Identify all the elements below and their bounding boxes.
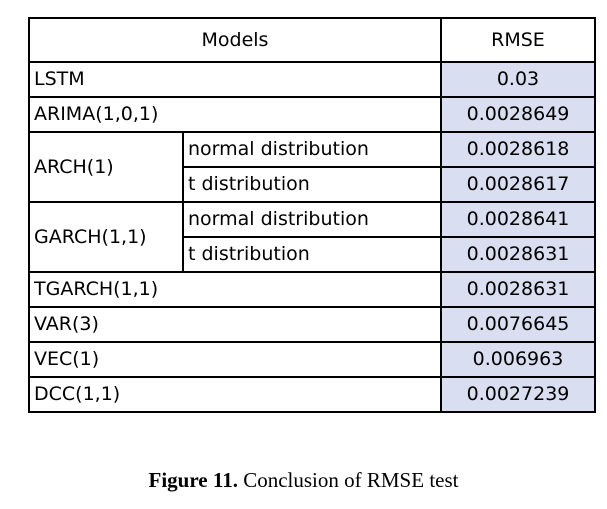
figure-caption-text: Conclusion of RMSE test xyxy=(237,468,459,492)
models-header: Models xyxy=(28,17,442,63)
table-row: t distribution 0.0028617 xyxy=(29,166,596,203)
table-row: ARCH(1) normal distribution 0.0028618 xyxy=(28,131,596,203)
table-row: VAR(3) 0.0076645 xyxy=(28,306,596,343)
variant-cell: normal distribution xyxy=(182,201,442,238)
table-row: t distribution 0.0028631 xyxy=(29,236,596,273)
table-row: TGARCH(1,1) 0.0028631 xyxy=(28,271,596,308)
rmse-cell: 0.0028649 xyxy=(440,96,596,133)
model-cell: TGARCH(1,1) xyxy=(28,271,442,308)
rmse-cell: 0.0076645 xyxy=(440,306,596,343)
table-row: DCC(1,1) 0.0027239 xyxy=(28,376,596,413)
model-cell: VEC(1) xyxy=(28,341,442,378)
table-row: VEC(1) 0.006963 xyxy=(28,341,596,378)
variant-cell: normal distribution xyxy=(182,131,442,168)
rmse-cell: 0.0028631 xyxy=(440,236,596,273)
variant-cell: t distribution xyxy=(182,236,442,273)
table-row: ARIMA(1,0,1) 0.0028649 xyxy=(28,96,596,133)
rmse-cell: 0.0028641 xyxy=(440,201,596,238)
model-cell: VAR(3) xyxy=(28,306,442,343)
model-cell: DCC(1,1) xyxy=(28,376,442,413)
table-header-row: Models RMSE xyxy=(28,17,596,63)
table-row: GARCH(1,1) normal distribution 0.0028641 xyxy=(28,201,596,273)
rmse-cell: 0.006963 xyxy=(440,341,596,378)
model-cell: ARCH(1) xyxy=(28,131,184,203)
rmse-cell: 0.0028631 xyxy=(440,271,596,308)
rmse-cell: 0.0027239 xyxy=(440,376,596,413)
model-cell: ARIMA(1,0,1) xyxy=(28,96,442,133)
model-cell: GARCH(1,1) xyxy=(28,201,184,273)
model-cell: LSTM xyxy=(28,61,442,98)
rmse-cell: 0.0028618 xyxy=(440,131,596,168)
rmse-table: Models RMSE LSTM 0.03 ARIMA(1,0,1) 0.002… xyxy=(28,17,596,413)
rmse-cell: 0.0028617 xyxy=(440,166,596,203)
rmse-header: RMSE xyxy=(440,17,596,63)
figure-label: Figure 11. xyxy=(148,468,238,492)
figure-caption: Figure 11. Conclusion of RMSE test xyxy=(0,468,607,493)
rmse-cell: 0.03 xyxy=(440,61,596,98)
variant-cell: t distribution xyxy=(182,166,442,203)
table-row: LSTM 0.03 xyxy=(28,61,596,98)
